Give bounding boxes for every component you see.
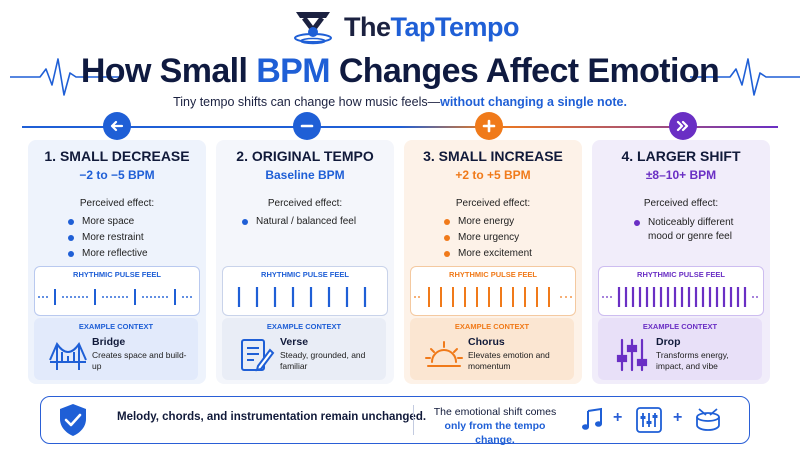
increase-circle-icon (475, 112, 503, 140)
effect-list: Noticeably different mood or genre feel (634, 216, 754, 244)
plus-icon (482, 119, 496, 133)
effect-item: More space (68, 216, 148, 232)
pulse-lines (602, 287, 758, 307)
plus-sign: + (613, 409, 623, 426)
effect-list: Natural / balanced feel (242, 216, 356, 232)
context-label: EXAMPLE CONTEXT (454, 322, 530, 331)
effect-label: Perceived effect: (79, 198, 155, 209)
effect-item: More urgency (444, 232, 532, 248)
page-subtitle: Tiny tempo shifts can change how music f… (173, 95, 627, 109)
timeline-bar (22, 126, 778, 128)
context-name: Chorus (468, 336, 505, 348)
context-name: Verse (280, 336, 309, 348)
context-box: EXAMPLE CONTEXT Drop Transforms energy, … (598, 318, 762, 380)
effect-item: More restraint (68, 232, 148, 248)
context-box: EXAMPLE CONTEXT Verse Steady, grounded, … (222, 318, 386, 380)
pulse-box: RHYTHMIC PULSE FEEL (598, 266, 764, 316)
context-desc: Steady, grounded, and familiar (280, 350, 366, 371)
shift-circle-icon (669, 112, 697, 140)
pulse-label: RHYTHMIC PULSE FEEL (637, 270, 725, 279)
effect-item: More excitement (444, 248, 532, 264)
effect-item: Noticeably different mood or genre feel (634, 216, 754, 244)
document-edit-icon (241, 339, 275, 372)
pulse-box: RHYTHMIC PULSE FEEL (222, 266, 388, 316)
context-name: Drop (656, 336, 681, 348)
pulse-box: RHYTHMIC PULSE FEEL (410, 266, 576, 316)
sliders-icon (616, 338, 648, 372)
drum-icon (696, 408, 720, 431)
decrease-circle-icon (103, 112, 131, 140)
music-note-icon (582, 407, 602, 430)
card-title: 2. ORIGINAL TEMPO (236, 148, 374, 164)
sunrise-icon (425, 341, 463, 367)
effect-label: Perceived effect: (643, 198, 719, 209)
card-small-decrease: 1. SMALL DECREASE −2 to −5 BPM Perceived… (28, 140, 206, 384)
pulse-label: RHYTHMIC PULSE FEEL (449, 270, 537, 279)
bottom-main-text: Melody, chords, and instrumentation rema… (117, 411, 427, 423)
pulse-lines (414, 287, 572, 307)
effect-item: Natural / balanced feel (242, 216, 356, 232)
bridge-icon (49, 341, 87, 370)
fast-forward-icon (676, 120, 689, 132)
card-larger-shift: 4. LARGER SHIFT ±8–10+ BPM Perceived eff… (592, 140, 770, 384)
bottom-secondary-text: The emotional shift comes only from the t… (433, 406, 557, 446)
card-original-tempo: 2. ORIGINAL TEMPO Baseline BPM Perceived… (216, 140, 394, 384)
context-desc: Creates space and build-up (92, 350, 187, 371)
effect-list: More space More restraint More reflectiv… (68, 216, 148, 264)
context-box: EXAMPLE CONTEXT Bridge Creates space and… (34, 318, 198, 380)
card-title: 4. LARGER SHIFT (621, 148, 741, 164)
brand-name: TheTapTempo (344, 11, 520, 42)
context-name: Bridge (92, 336, 126, 348)
mixer-icon (636, 407, 662, 433)
bottom-divider (413, 405, 414, 435)
shield-check-icon (60, 404, 86, 436)
card-title: 1. SMALL DECREASE (44, 148, 190, 164)
card-range: −2 to −5 BPM (79, 168, 155, 182)
card-small-increase: 3. SMALL INCREASE +2 to +5 BPM Perceived… (404, 140, 582, 384)
minus-icon (300, 124, 314, 128)
context-box: EXAMPLE CONTEXT Chorus Elevates emotion … (410, 318, 574, 380)
brand-logo: TheTapTempo (292, 8, 520, 46)
effect-label: Perceived effect: (267, 198, 343, 209)
pulse-lines (38, 289, 192, 305)
page-title: How Small BPM Changes Affect Emotion (80, 52, 720, 90)
pulse-label: RHYTHMIC PULSE FEEL (261, 270, 349, 279)
pulse-lines (237, 287, 367, 307)
context-label: EXAMPLE CONTEXT (78, 322, 154, 331)
heartbeat-left-icon (10, 58, 120, 96)
bottom-banner: Melody, chords, and instrumentation rema… (40, 396, 750, 446)
context-desc: Elevates emotion and momentum (468, 350, 550, 371)
pulse-box: RHYTHMIC PULSE FEEL (34, 266, 200, 316)
effect-item: More reflective (68, 248, 148, 264)
card-range: ±8–10+ BPM (645, 168, 717, 182)
card-range: Baseline BPM (265, 168, 345, 182)
context-label: EXAMPLE CONTEXT (642, 322, 718, 331)
card-title: 3. SMALL INCREASE (423, 148, 563, 164)
arrow-left-icon (110, 120, 124, 132)
effect-item: More energy (444, 216, 532, 232)
plus-sign: + (673, 409, 683, 426)
card-range: +2 to +5 BPM (455, 168, 531, 182)
original-circle-icon (293, 112, 321, 140)
effect-list: More energy More urgency More excitement (444, 216, 532, 264)
effect-label: Perceived effect: (455, 198, 531, 209)
heartbeat-right-icon (690, 58, 800, 96)
context-desc: Transforms energy, impact, and vibe (656, 350, 729, 371)
context-label: EXAMPLE CONTEXT (266, 322, 342, 331)
pulse-label: RHYTHMIC PULSE FEEL (73, 270, 161, 279)
logo-icon (294, 12, 332, 45)
